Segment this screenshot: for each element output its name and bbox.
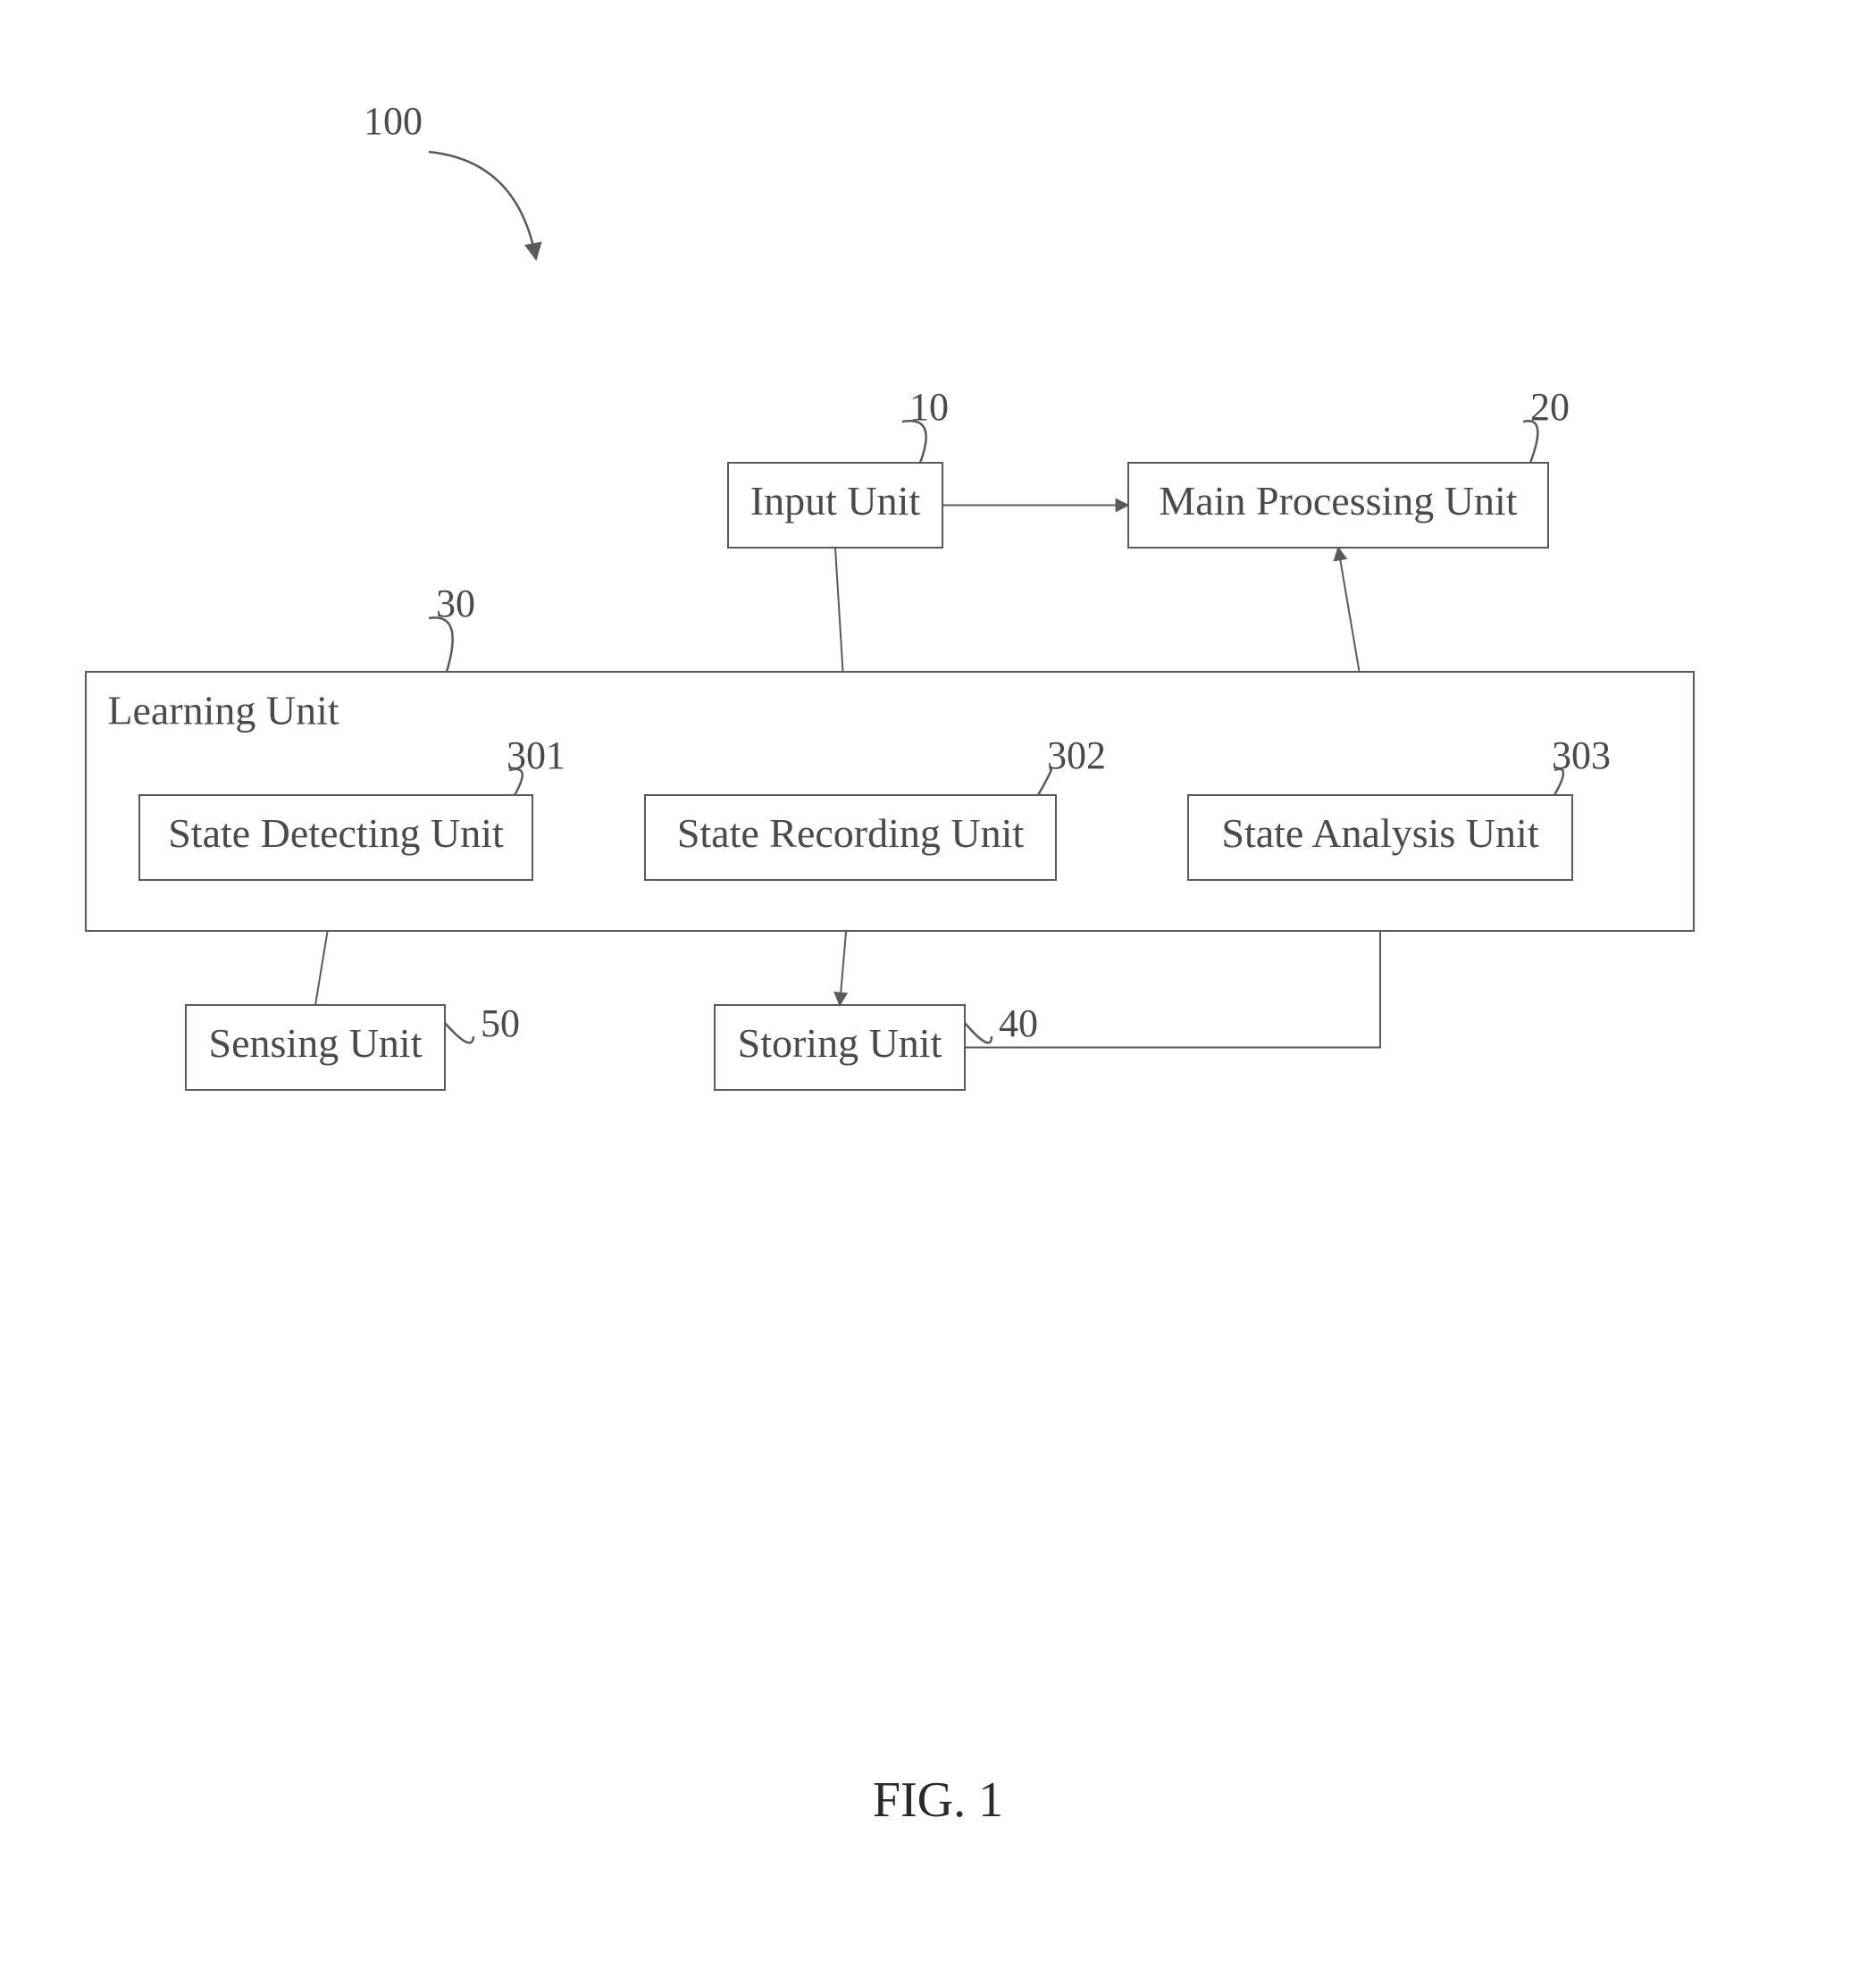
- input-label: Input Unit: [750, 478, 921, 524]
- record-label: State Recording Unit: [677, 810, 1025, 856]
- storing-ref: 40: [999, 1001, 1038, 1045]
- analysis-ref: 303: [1552, 733, 1611, 777]
- labels: 1020303013023035040100FIG. 1: [364, 99, 1611, 1828]
- boxes: Input Unit Main Processing Unit State Dete…: [86, 463, 1694, 1090]
- learning-label: Learning Unit: [107, 688, 339, 733]
- figure-ref: 100: [364, 99, 423, 143]
- sensing-label: Sensing Unit: [209, 1020, 423, 1066]
- record-ref: 302: [1047, 733, 1106, 777]
- sensing-ref: 50: [481, 1001, 520, 1045]
- analysis-label: State Analysis Unit: [1221, 810, 1538, 856]
- block-diagram: Input Unit Main Processing Unit State Dete…: [0, 0, 1876, 1977]
- figure-caption: FIG. 1: [873, 1772, 1003, 1828]
- main-ref: 20: [1530, 385, 1570, 429]
- storing-label: Storing Unit: [738, 1020, 942, 1066]
- figure-ref-arrow: [429, 152, 536, 259]
- main-label: Main Processing Unit: [1159, 478, 1517, 524]
- detect-ref: 301: [507, 733, 565, 777]
- detect-label: State Detecting Unit: [168, 810, 504, 856]
